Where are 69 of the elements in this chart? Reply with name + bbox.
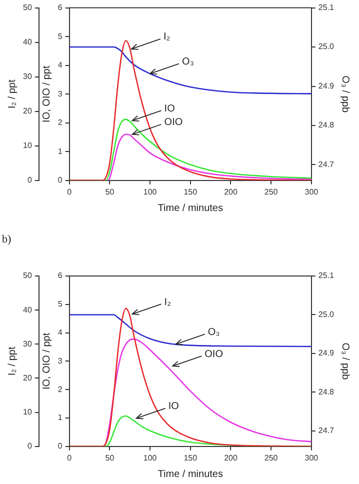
y2-tick-label: 40 bbox=[22, 305, 32, 314]
annotation: OIO bbox=[164, 117, 183, 128]
y-tick-label: 4 bbox=[58, 328, 63, 338]
line-series bbox=[69, 46, 312, 94]
y-tick-label: 6 bbox=[58, 271, 63, 280]
y3-tick-label: 25.1 bbox=[318, 3, 335, 12]
y-axis-title: IO, OIO / ppt bbox=[42, 66, 53, 122]
y3-tick-label: 24.8 bbox=[318, 120, 335, 130]
y2-tick-label: 30 bbox=[22, 72, 32, 82]
y-tick-label: 3 bbox=[58, 356, 63, 366]
y3-tick-label: 24.9 bbox=[318, 81, 335, 90]
annotation: OIO bbox=[204, 348, 224, 360]
y2-tick-label: 50 bbox=[22, 271, 32, 280]
y2-tick-label: 40 bbox=[22, 38, 32, 47]
annotation: O₃ bbox=[208, 326, 220, 338]
y-tick-label: 6 bbox=[58, 3, 63, 12]
x-tick-label: 300 bbox=[304, 187, 319, 196]
y3-tick-label: 25.1 bbox=[318, 271, 335, 280]
y-tick-label: 5 bbox=[58, 32, 63, 41]
y2-axis-title: I₂ / ppt bbox=[6, 79, 18, 109]
x-tick-label: 150 bbox=[184, 453, 198, 462]
x-tick-label: 150 bbox=[184, 187, 198, 196]
x-tick-label: 250 bbox=[264, 187, 278, 196]
text: b) bbox=[2, 233, 12, 246]
y2-axis-title: I₂ / ppt bbox=[6, 346, 18, 376]
y2-tick-label: 0 bbox=[27, 176, 32, 185]
x-tick-label: 50 bbox=[105, 453, 115, 462]
annotation: I₂ bbox=[164, 296, 172, 308]
y2-tick-label: 50 bbox=[22, 3, 32, 12]
y2-tick-label: 20 bbox=[22, 106, 32, 116]
y3-tick-label: 24.9 bbox=[318, 348, 335, 358]
x-tick-label: 50 bbox=[105, 187, 115, 196]
y3-tick-label: 25.0 bbox=[318, 310, 335, 319]
y3-tick-label: 24.8 bbox=[318, 387, 335, 396]
x-tick-label: 200 bbox=[224, 187, 238, 196]
y-axis-title: IO, OIO / ppt bbox=[42, 332, 53, 390]
y-tick-label: 1 bbox=[58, 146, 63, 156]
y-tick-label: 2 bbox=[58, 118, 63, 128]
x-axis-title: Time / minutes bbox=[158, 468, 223, 480]
line-series bbox=[69, 314, 312, 348]
y2-tick-label: 30 bbox=[22, 339, 32, 348]
y3-tick-label: 24.7 bbox=[318, 160, 335, 169]
x-tick-label: 100 bbox=[143, 453, 158, 462]
y-tick-label: 0 bbox=[58, 442, 63, 451]
y3-axis-title: O₃ / ppb bbox=[339, 342, 350, 380]
y2-tick-label: 0 bbox=[27, 442, 32, 451]
y3-axis-title: O₃ / ppb bbox=[339, 76, 350, 113]
y2-tick-label: 10 bbox=[22, 141, 32, 150]
annotation: I₂ bbox=[163, 32, 170, 43]
x-axis-title: Time / minutes bbox=[158, 202, 223, 214]
annotation: IO bbox=[168, 401, 180, 412]
y2-tick-label: 20 bbox=[22, 373, 32, 382]
x-tick-label: 250 bbox=[264, 453, 278, 462]
annotation: IO bbox=[164, 103, 176, 114]
x-tick-label: 200 bbox=[224, 453, 238, 462]
annotation: O₃ bbox=[182, 56, 194, 68]
y3-tick-label: 24.7 bbox=[318, 426, 335, 436]
y-tick-label: 3 bbox=[58, 89, 63, 98]
x-tick-label: 300 bbox=[304, 453, 319, 462]
y2-tick-label: 10 bbox=[22, 408, 32, 417]
x-tick-label: 0 bbox=[67, 187, 72, 196]
x-tick-label: 0 bbox=[67, 453, 72, 462]
y-tick-label: 1 bbox=[58, 413, 63, 422]
y-tick-label: 4 bbox=[58, 60, 63, 70]
x-tick-label: 100 bbox=[143, 187, 158, 196]
y-tick-label: 5 bbox=[58, 300, 63, 309]
y3-tick-label: 25.0 bbox=[318, 42, 335, 52]
y-tick-label: 2 bbox=[58, 384, 63, 394]
y-tick-label: 0 bbox=[58, 176, 63, 185]
